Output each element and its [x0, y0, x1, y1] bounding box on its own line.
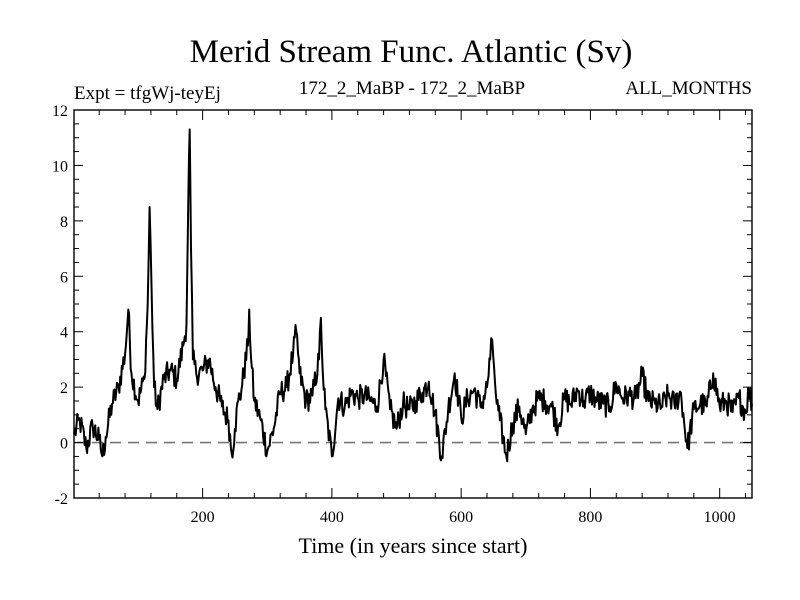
period-label: 172_2_MaBP - 172_2_MaBP — [299, 78, 525, 99]
x-tick-label: 1000 — [704, 509, 736, 526]
y-tick-label: 6 — [60, 269, 68, 286]
x-tick-label: 200 — [191, 509, 215, 526]
chart-title: Merid Stream Func. Atlantic (Sv) — [190, 34, 633, 70]
y-tick-label: 10 — [52, 158, 68, 175]
y-tick-label: 8 — [60, 214, 68, 231]
months-label: ALL_MONTHS — [625, 78, 752, 99]
y-tick-label: 4 — [60, 325, 68, 342]
y-tick-label: 2 — [60, 380, 68, 397]
experiment-label: Expt = tfgWj-teyEj — [74, 83, 221, 104]
x-tick-label: 600 — [449, 509, 473, 526]
x-tick-label: 400 — [320, 509, 344, 526]
y-tick-label: 0 — [60, 436, 68, 453]
y-tick-label: 12 — [52, 103, 68, 120]
x-tick-label: 800 — [578, 509, 602, 526]
data-series-line — [73, 128, 753, 463]
x-axis-label: Time (in years since start) — [299, 533, 528, 558]
y-tick-label: -2 — [55, 491, 68, 508]
plot-frame — [73, 109, 753, 499]
